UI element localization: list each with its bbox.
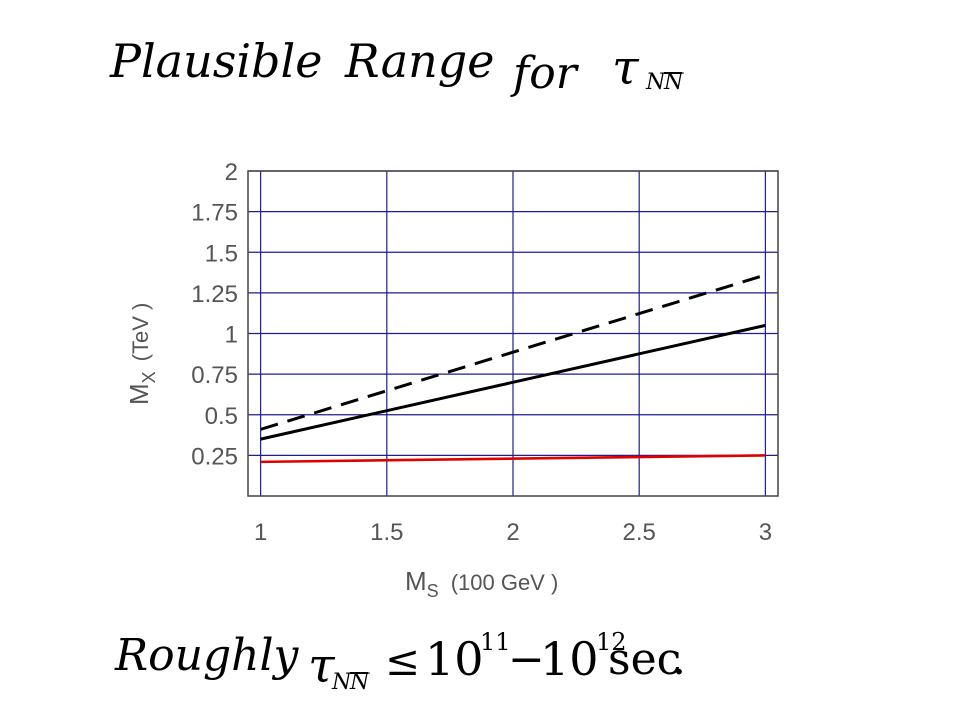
footer-tau-symbol: τ: [308, 638, 335, 694]
series-group: [260, 273, 766, 464]
title-overbar: [664, 72, 682, 74]
footer-base-2: 10: [540, 632, 599, 686]
x-tick-label: 1: [254, 519, 267, 546]
title-subscript-n: N: [646, 70, 666, 95]
y-tick-label: 2: [225, 159, 238, 186]
grid-lines: [248, 170, 778, 496]
x-tick-labels: 1 1.5 2 2.5 3: [254, 519, 772, 546]
footer-word-roughly: Roughly: [115, 630, 299, 681]
y-tick-label: 0.5: [205, 403, 238, 430]
title-subscript-nbar: N: [664, 70, 684, 95]
footer-base-1: 10: [425, 632, 484, 686]
plot-frame: [247, 170, 779, 497]
footer-relation: ≤: [385, 636, 421, 685]
footer-subscript-nbar: N: [350, 670, 370, 695]
x-tick-label: 1.5: [370, 519, 403, 546]
y-tick-label: 1.75: [191, 200, 238, 227]
title-word-range: Range: [345, 34, 495, 88]
footer-unit: sec: [608, 634, 682, 685]
y-tick-label: 0.25: [191, 443, 238, 470]
footer-period: .: [672, 634, 686, 685]
footer-subscript-n: N: [332, 670, 352, 695]
title-word-plausible: Plausible: [110, 34, 323, 88]
x-tick-label: 2: [506, 519, 519, 546]
x-tick-label: 2.5: [623, 519, 656, 546]
title-tau-symbol: τ: [612, 40, 639, 96]
series-line-1: [260, 273, 766, 431]
y-tick-labels: 0.25 0.5 0.75 1 1.25 1.5 1.75 2: [191, 159, 238, 470]
title-word-for: for: [513, 48, 577, 99]
footer-overbar: [350, 672, 368, 674]
y-tick-label: 1.25: [191, 281, 238, 308]
series-line-2: [260, 323, 766, 441]
x-tick-label: 3: [759, 519, 772, 546]
y-axis-label: MX(TeV ): [124, 303, 159, 405]
footer-exponent-2: 12: [596, 628, 627, 656]
footer-exponent-1: 11: [480, 628, 511, 656]
series-line-3: [260, 454, 766, 464]
y-tick-label: 1.5: [205, 240, 238, 267]
y-tick-label: 1: [225, 322, 238, 349]
y-tick-label: 0.75: [191, 362, 238, 389]
footer-dash: −: [508, 634, 545, 685]
x-axis-label: MS (100 GeV ): [405, 566, 558, 601]
